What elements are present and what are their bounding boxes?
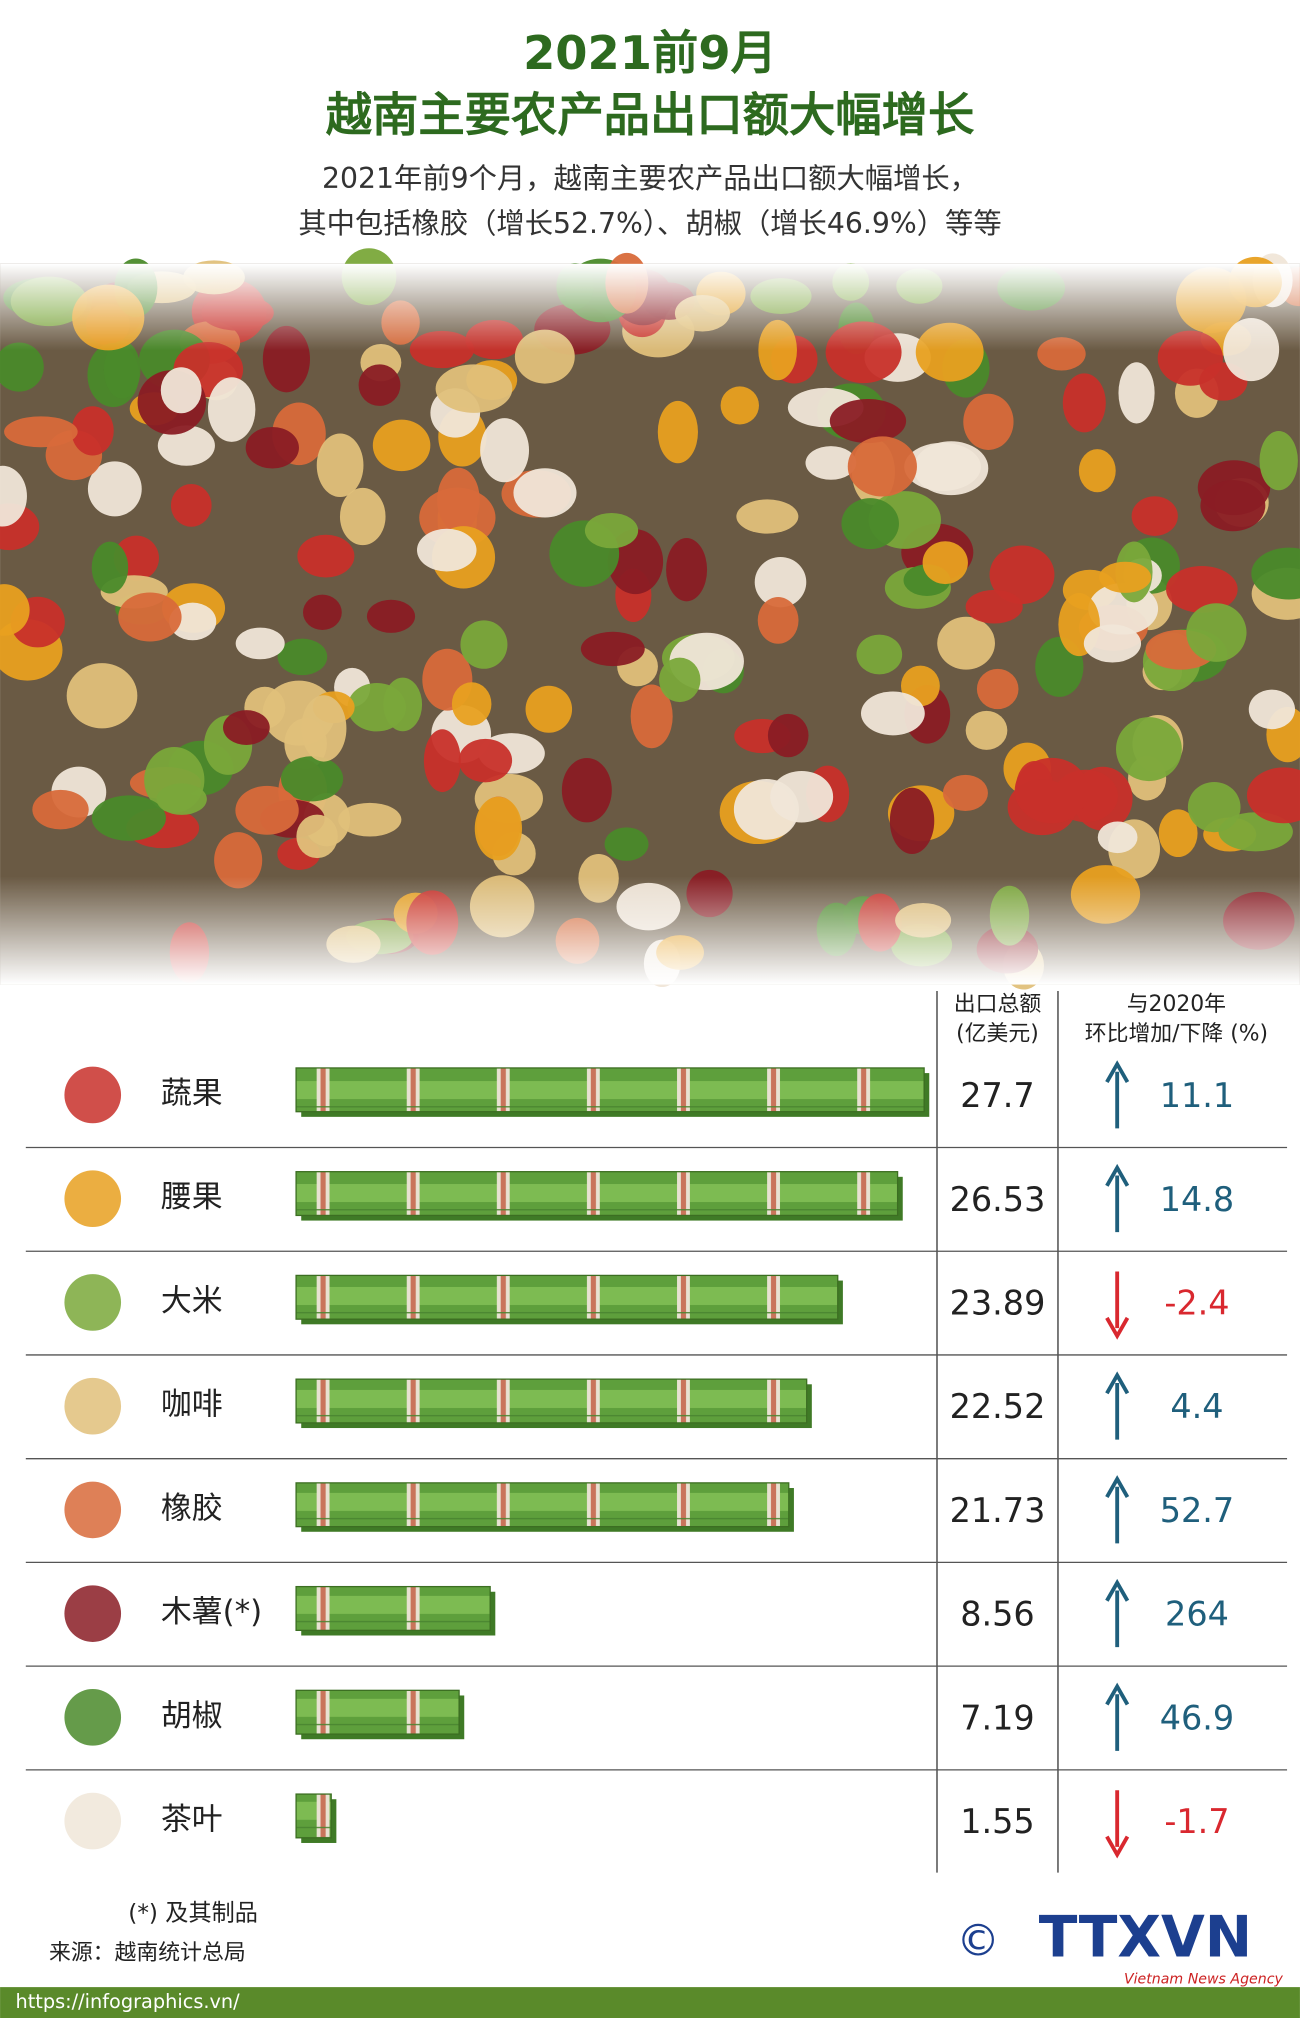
category-icon (64, 1689, 122, 1746)
export-value: 27.7 (960, 1076, 1035, 1115)
column-header: (亿美元) (956, 1022, 1039, 1047)
footer-bar (0, 1987, 1300, 2018)
change-value: -1.7 (1164, 1802, 1229, 1841)
category-label: 橡胶 (161, 1490, 223, 1526)
change-value: 11.1 (1160, 1076, 1235, 1115)
change-arrow (1105, 1790, 1130, 1859)
money-stack (295, 1585, 491, 1632)
change-arrow (1105, 1271, 1130, 1340)
change-arrow (1105, 1060, 1130, 1129)
money-stack (295, 1274, 839, 1320)
change-arrow (1105, 1682, 1130, 1751)
column-header: 环比增加/下降 (%) (1085, 1022, 1268, 1047)
change-value: 264 (1165, 1595, 1229, 1634)
logo-tagline: Vietnam News Agency (1124, 1971, 1284, 1987)
category-label: 咖啡 (161, 1387, 223, 1423)
category-label: 腰果 (161, 1179, 223, 1215)
source: 来源：越南统计总局 (49, 1941, 246, 1966)
column-header: 与2020年 (1127, 992, 1226, 1017)
subtitle-line: 其中包括橡胶（增长52.7%）、胡椒（增长46.9%）等等 (298, 207, 1001, 240)
logo-name: TTXVN (1039, 1904, 1252, 1970)
money-stack (295, 1378, 808, 1424)
column-header: 出口总额 (954, 992, 1042, 1017)
export-value: 7.19 (960, 1698, 1035, 1737)
url: https://infographics.vn/ (16, 1990, 241, 2013)
logo-symbol: © (956, 1915, 1000, 1966)
export-value: 22.52 (950, 1387, 1046, 1426)
change-value: -2.4 (1164, 1284, 1229, 1323)
category-icon (64, 1377, 122, 1435)
category-icon (64, 1274, 122, 1331)
category-label: 胡椒 (161, 1698, 223, 1734)
subtitle-line: 2021年前9个月，越南主要农产品出口额大幅增长， (322, 162, 978, 195)
category-icon (64, 1066, 122, 1124)
photo-fade (0, 263, 1300, 985)
title-line: 2021前9月 (523, 26, 777, 80)
category-icon (64, 1585, 122, 1642)
export-value: 8.56 (960, 1595, 1035, 1634)
title-line: 越南主要农产品出口额大幅增长 (326, 88, 975, 142)
money-stack (295, 1793, 332, 1839)
change-arrow (1105, 1475, 1130, 1544)
change-value: 46.9 (1160, 1698, 1235, 1737)
export-value: 23.89 (950, 1284, 1046, 1323)
category-label: 木薯(*) (161, 1594, 262, 1630)
category-label: 大米 (161, 1283, 223, 1319)
change-value: 52.7 (1160, 1491, 1235, 1530)
change-arrow (1105, 1578, 1130, 1648)
category-icon (64, 1792, 122, 1850)
category-icon (64, 1170, 122, 1228)
money-stack (295, 1482, 790, 1528)
footnote: (*) 及其制品 (128, 1900, 258, 1926)
category-label: 蔬果 (161, 1075, 223, 1111)
category-label: 茶叶 (161, 1802, 223, 1838)
export-value: 21.73 (950, 1491, 1046, 1530)
money-stack (295, 1171, 899, 1217)
change-arrow (1105, 1371, 1130, 1440)
change-arrow (1105, 1163, 1130, 1233)
category-icon (64, 1481, 122, 1539)
money-stack (295, 1067, 925, 1113)
change-value: 4.4 (1170, 1387, 1223, 1426)
money-stack (295, 1689, 460, 1735)
export-value: 26.53 (950, 1180, 1046, 1219)
export-value: 1.55 (960, 1802, 1035, 1841)
change-value: 14.8 (1160, 1180, 1235, 1219)
